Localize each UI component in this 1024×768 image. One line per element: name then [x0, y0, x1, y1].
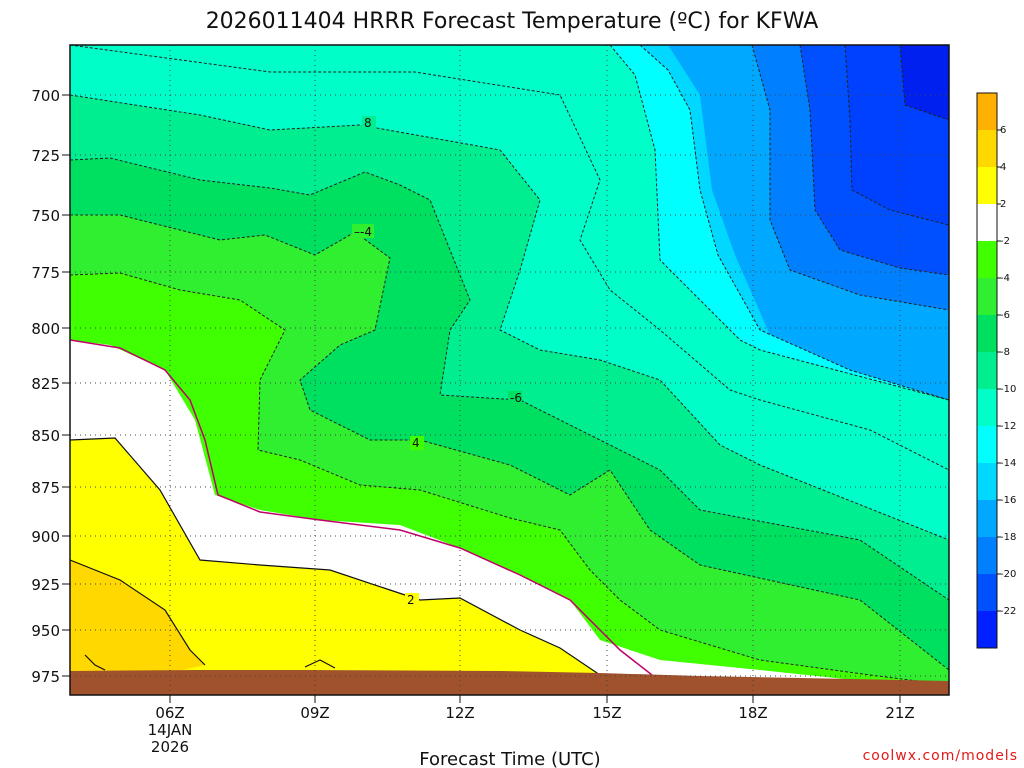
x-tick-label: 12Z [445, 704, 474, 722]
ground-surface [70, 670, 949, 695]
colorbar-label: 6 [1000, 125, 1006, 136]
contour-label-3: -6 [510, 391, 522, 405]
colorbar-segment [977, 537, 997, 574]
colorbar-segment [977, 130, 997, 167]
x-axis-label: Forecast Time (UTC) [419, 749, 600, 768]
plot-frame [69, 44, 950, 696]
y-tick-label: 925 [31, 576, 60, 594]
x-tick-label: 21Z [885, 704, 914, 722]
colorbar-segment [977, 611, 997, 648]
band-plus4 [70, 560, 205, 695]
band-minus24 [900, 45, 949, 120]
colorbar-segment [977, 278, 997, 315]
colorbar-label: -22 [1000, 606, 1016, 617]
colorbar-segment [977, 241, 997, 278]
contour-label-4: 4 [412, 436, 420, 450]
y-tick-label: 800 [31, 320, 60, 338]
colorbar-label: -8 [1000, 347, 1010, 358]
y-tick-label: 700 [31, 87, 60, 105]
colorbar-label: -4 [1000, 273, 1010, 284]
colorbar-label: -10 [1000, 384, 1016, 395]
colorbar-segment [977, 389, 997, 426]
colorbar-label: 2 [1000, 199, 1006, 210]
y-tick-label: 950 [31, 622, 60, 640]
colorbar-segment [977, 426, 997, 463]
band-plus2 [70, 438, 600, 695]
x-date-label: 2026 [151, 738, 189, 756]
colorbar-frame [976, 92, 998, 649]
colorbar-label: -12 [1000, 421, 1016, 432]
x-tick-label: 15Z [592, 704, 621, 722]
contour-fill-layer: 8 –-4 -6 4 2 [70, 45, 949, 695]
contour-label-5: 2 [407, 593, 415, 607]
x-tick-label: 18Z [738, 704, 767, 722]
colorbar-segment [977, 315, 997, 352]
y-tick-label: 875 [31, 479, 60, 497]
colorbar-segment [977, 93, 997, 130]
colorbar-segment [977, 463, 997, 500]
colorbar-segment [977, 574, 997, 611]
colorbar: 6 4 2 -2 -4 -6 -8 -10 -12 -14 -16 -18 -20 -22 [976, 92, 1016, 649]
y-axis: 700 725 750 775 800 825 850 875 900 925 950 975 [31, 87, 70, 686]
x-tick-label: 06Z [155, 704, 184, 722]
freezing-line [70, 339, 653, 676]
positive-isotherms [70, 437, 601, 676]
y-tick-label: 750 [31, 207, 60, 225]
colorbar-label: -16 [1000, 495, 1016, 506]
colorbar-label: -14 [1000, 458, 1016, 469]
contour-label-1: 8 [364, 116, 372, 130]
y-tick-label: 850 [31, 427, 60, 445]
grid-lines [70, 45, 949, 695]
y-tick-label: 775 [31, 264, 60, 282]
colorbar-label: -18 [1000, 532, 1016, 543]
contour-label-2: –-4 [354, 225, 372, 239]
colorbar-segment [977, 500, 997, 537]
colorbar-segment [977, 352, 997, 389]
site-credit[interactable]: coolwx.com/models [863, 748, 1018, 764]
colorbar-label: 4 [1000, 162, 1006, 173]
chart-title: 2026011404 HRRR Forecast Temperature (ºC… [206, 9, 819, 34]
colorbar-segment [977, 204, 997, 241]
y-tick-label: 975 [31, 668, 60, 686]
colorbar-label: -6 [1000, 310, 1010, 321]
colorbar-label: -20 [1000, 569, 1016, 580]
y-tick-label: 825 [31, 375, 60, 393]
y-tick-label: 900 [31, 528, 60, 546]
y-tick-label: 725 [31, 147, 60, 165]
x-tick-label: 09Z [300, 704, 329, 722]
colorbar-segment [977, 167, 997, 204]
x-date-label: 14JAN [148, 721, 193, 739]
colorbar-label: -2 [1000, 236, 1010, 247]
